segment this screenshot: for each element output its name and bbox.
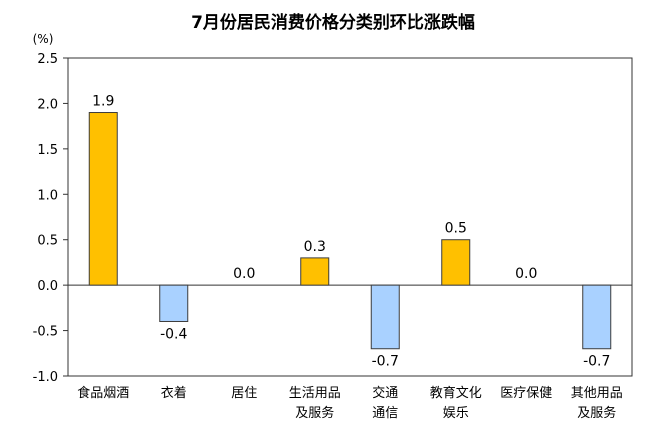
x-tick-label: 及服务 bbox=[295, 405, 334, 421]
x-tick-label: 通信 bbox=[372, 406, 398, 421]
bar bbox=[88, 112, 118, 286]
bar bbox=[441, 239, 471, 286]
y-tick-label: 0.5 bbox=[37, 234, 58, 249]
y-tick-label: 1.5 bbox=[37, 143, 58, 158]
data-label: -0.7 bbox=[583, 354, 610, 370]
data-label: 0.3 bbox=[304, 239, 326, 255]
bar bbox=[370, 284, 400, 350]
y-tick-label: 2.5 bbox=[37, 52, 58, 67]
y-tick-label: -0.5 bbox=[33, 325, 58, 340]
x-tick-label: 其他用品 bbox=[571, 386, 623, 401]
plot-frame bbox=[67, 57, 633, 377]
x-tick-label: 教育文化 bbox=[430, 385, 482, 401]
x-tick-label: 医疗保健 bbox=[500, 386, 552, 401]
data-label: -0.7 bbox=[372, 354, 399, 370]
bar bbox=[300, 257, 330, 286]
data-label: 1.9 bbox=[92, 94, 114, 110]
bar bbox=[582, 284, 612, 350]
bar bbox=[159, 284, 189, 322]
x-tick-label: 居住 bbox=[231, 386, 257, 401]
y-axis-unit-label: (%) bbox=[33, 32, 54, 46]
y-tick-label: 1.0 bbox=[37, 188, 58, 203]
y-tick-label: 0.0 bbox=[37, 279, 58, 294]
data-label: 0.0 bbox=[233, 266, 255, 282]
data-label: 0.5 bbox=[445, 221, 467, 237]
plot-area: 2.5 2.0 1.5 1.0 0.5 0.0 -0.5 -1.0 1.9 食品烟酒 -0.4 衣着 0… bbox=[33, 52, 633, 421]
chart-title: 7月份居民消费价格分类别环比涨跌幅 bbox=[191, 12, 475, 33]
x-tick-label: 生活用品 bbox=[289, 386, 341, 401]
x-tick-label: 食品烟酒 bbox=[77, 385, 129, 401]
data-label: -0.4 bbox=[160, 326, 187, 342]
x-tick-label: 及服务 bbox=[577, 405, 616, 421]
x-tick-label: 衣着 bbox=[161, 385, 187, 401]
y-tick-label: -1.0 bbox=[33, 370, 58, 385]
y-tick-label: 2.0 bbox=[37, 97, 58, 112]
x-tick-label: 交通 bbox=[372, 385, 398, 401]
x-tick-label: 娱乐 bbox=[443, 406, 469, 421]
data-label: 0.0 bbox=[515, 266, 537, 282]
